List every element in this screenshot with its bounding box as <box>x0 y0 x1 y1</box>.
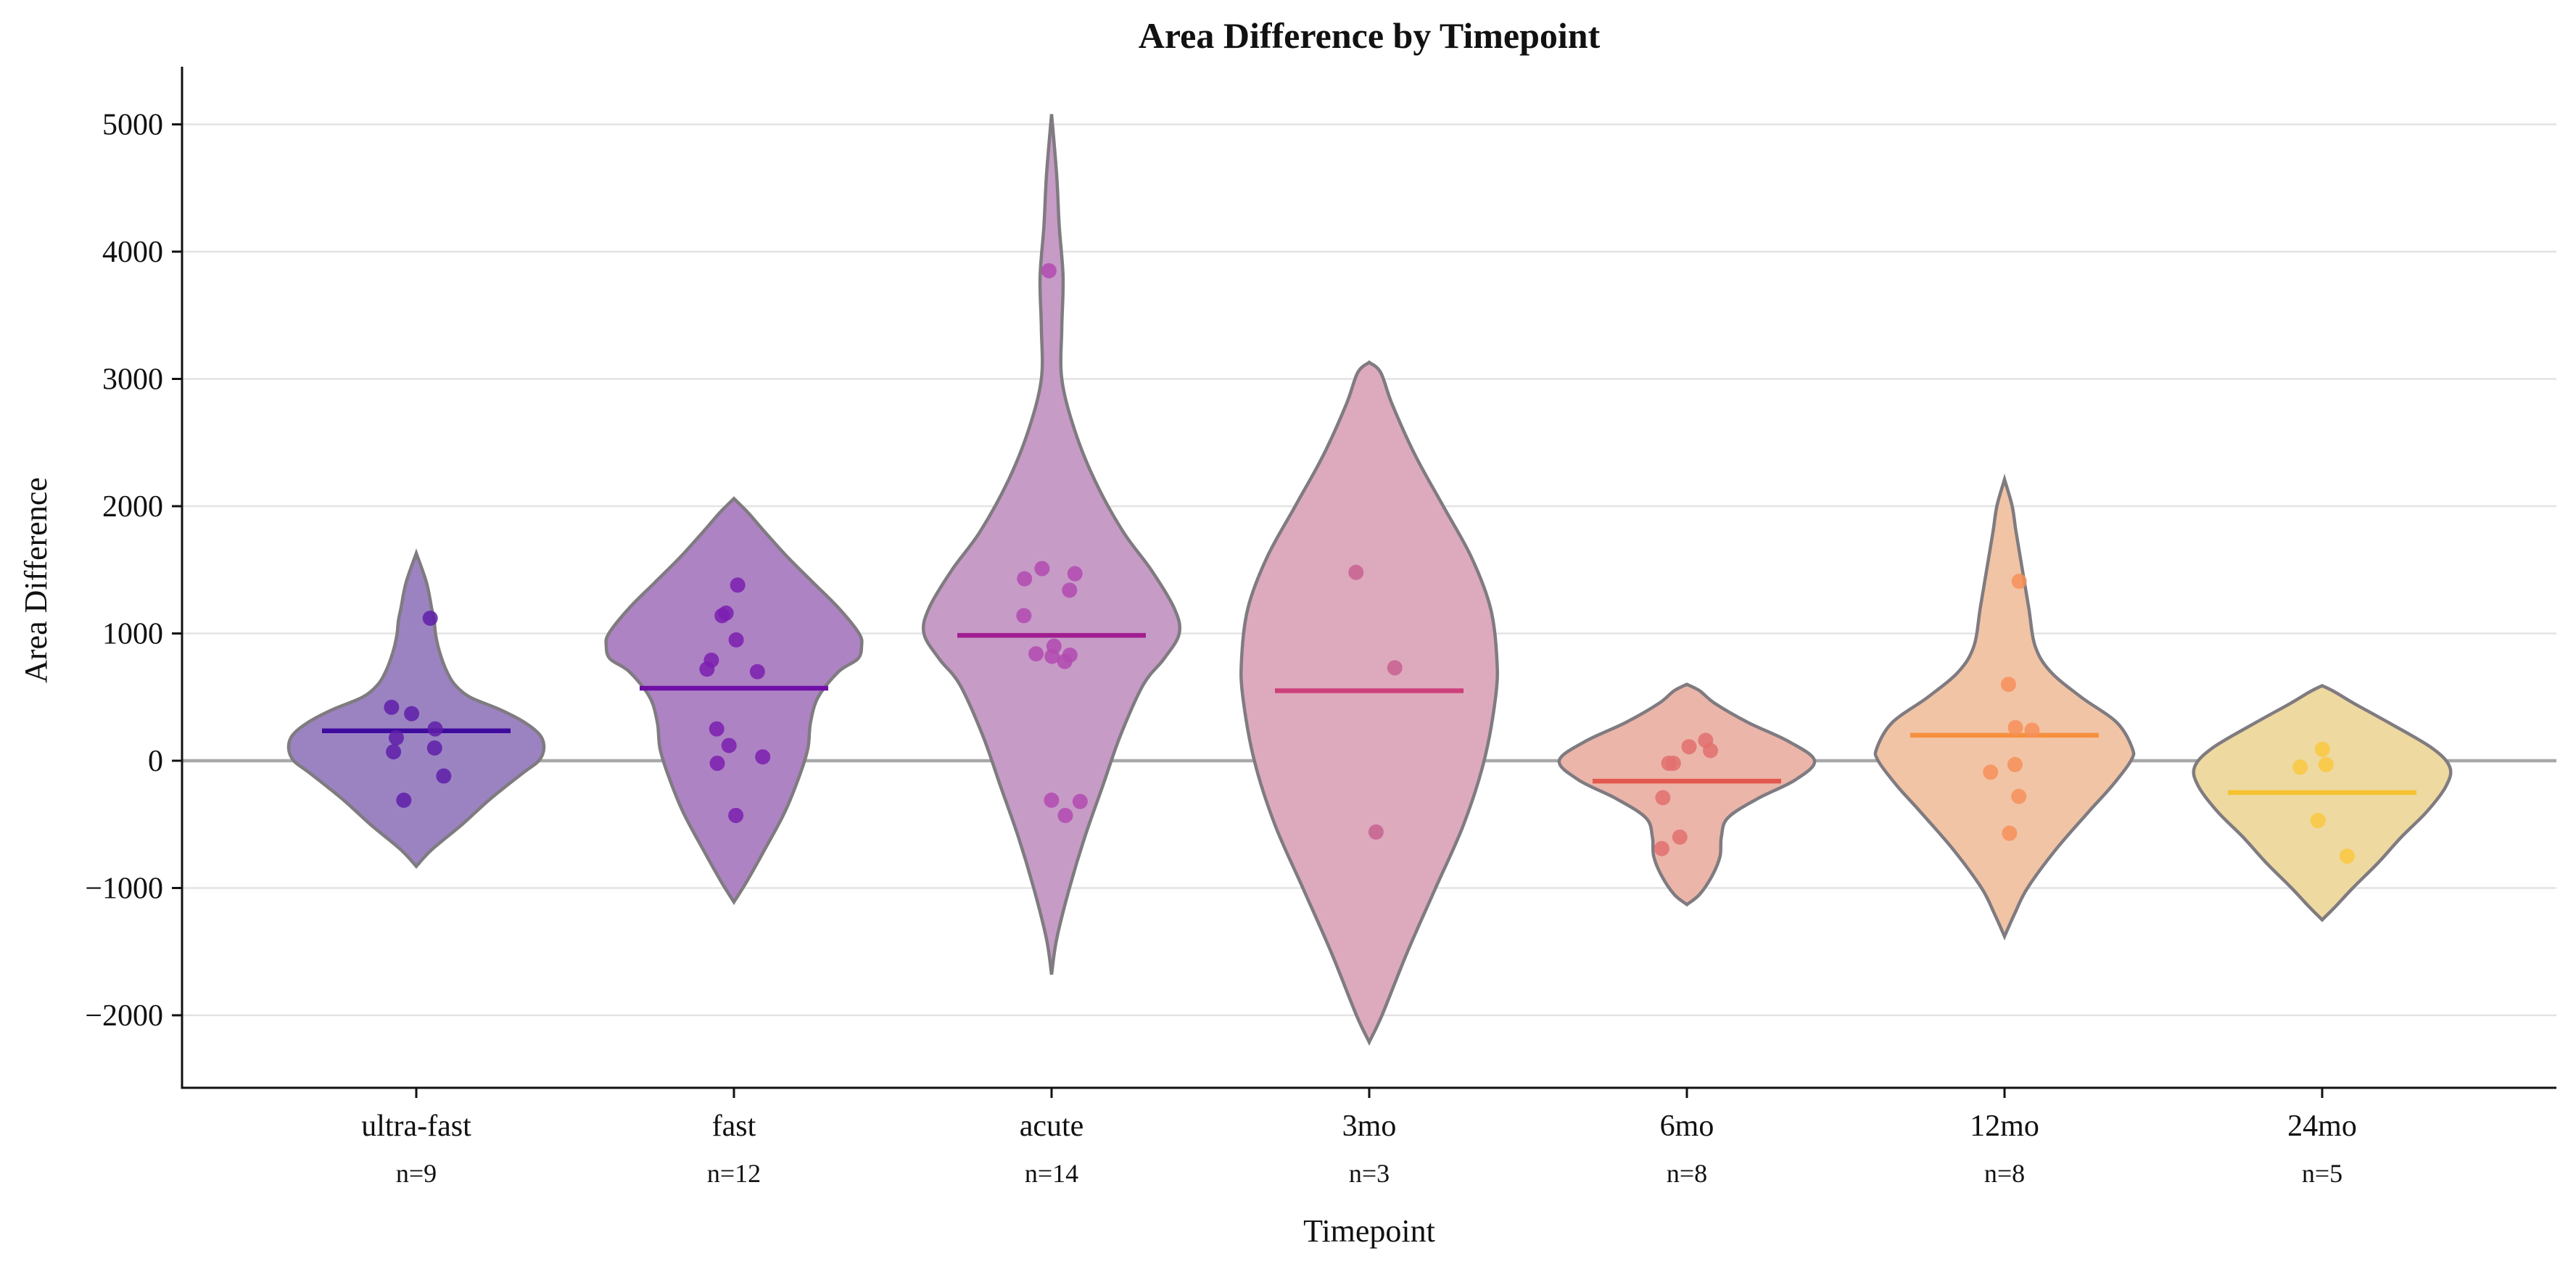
sample-size-label: n=12 <box>707 1159 761 1188</box>
violins <box>286 114 2453 1046</box>
violin-acute <box>921 114 1182 975</box>
sample-size-label: n=9 <box>396 1159 437 1188</box>
chart-title: Area Difference by Timepoint <box>1139 15 1601 56</box>
data-point-24mo <box>2318 756 2334 772</box>
data-point-12mo <box>1983 764 1999 780</box>
data-point-3mo <box>1387 660 1403 676</box>
violin-6mo <box>1557 682 1817 907</box>
data-point-acute <box>1016 608 1032 624</box>
data-point-acute <box>1067 566 1083 582</box>
sample-size-label: n=3 <box>1349 1159 1390 1188</box>
y-tick-label: 2000 <box>102 490 163 524</box>
x-tick-label: ultra-fast <box>361 1110 471 1143</box>
y-tick-label: 3000 <box>102 363 163 397</box>
y-axis-label: Area Difference <box>18 477 54 683</box>
data-point-ultra-fast <box>422 610 438 626</box>
data-point-ultra-fast <box>388 730 404 746</box>
data-point-ultra-fast <box>386 744 402 760</box>
data-point-6mo <box>1655 790 1671 806</box>
violin-12mo <box>1873 473 2136 941</box>
data-points <box>384 263 2356 864</box>
data-point-ultra-fast <box>436 768 452 784</box>
y-ticks: 5000 4000 3000 2000 1000 0 −1000 −2000 <box>85 109 182 1033</box>
data-point-6mo <box>1661 756 1677 772</box>
x-axis-label: Timepoint <box>1303 1213 1435 1249</box>
data-point-6mo <box>1672 829 1688 845</box>
x-ticks: ultra-fast n=9 fast n=12 acute n=14 3mo n=3 6mo n… <box>361 1088 2357 1188</box>
data-point-fast <box>721 738 737 753</box>
y-tick-label: 1000 <box>102 618 163 651</box>
data-point-3mo <box>1368 824 1384 840</box>
data-point-24mo <box>2292 759 2308 775</box>
x-tick-label: 3mo <box>1342 1110 1397 1143</box>
data-point-fast <box>709 756 725 772</box>
violin-fast <box>604 496 864 906</box>
x-tick-label: fast <box>712 1110 756 1143</box>
data-point-acute <box>1017 571 1033 587</box>
data-point-ultra-fast <box>426 740 442 756</box>
sample-size-label: n=14 <box>1025 1159 1078 1188</box>
data-point-fast <box>714 608 730 624</box>
data-point-fast <box>728 632 744 648</box>
data-point-ultra-fast <box>384 699 400 715</box>
median-lines <box>322 632 2416 796</box>
data-point-acute <box>1034 561 1050 577</box>
sample-size-label: n=5 <box>2302 1159 2342 1188</box>
data-point-12mo <box>2011 788 2027 804</box>
violin-3mo <box>1239 360 1499 1046</box>
data-point-acute <box>1062 582 1078 598</box>
data-point-12mo <box>2007 719 2023 735</box>
data-point-12mo <box>2002 825 2018 841</box>
data-point-acute <box>1057 653 1073 669</box>
data-point-fast <box>730 577 746 593</box>
data-point-fast <box>709 721 724 737</box>
data-point-ultra-fast <box>396 792 412 808</box>
data-point-24mo <box>2314 741 2330 757</box>
data-point-acute <box>1044 648 1060 664</box>
x-tick-label: acute <box>1020 1110 1084 1143</box>
data-point-fast <box>755 749 771 765</box>
data-point-6mo <box>1654 841 1669 856</box>
data-point-fast <box>749 664 765 680</box>
violin-24mo <box>2192 683 2453 922</box>
x-tick-label: 24mo <box>2287 1110 2357 1143</box>
data-point-6mo <box>1681 739 1697 755</box>
x-tick-label: 12mo <box>1970 1110 2039 1143</box>
data-point-12mo <box>2011 574 2027 590</box>
y-tick-label: −1000 <box>85 872 163 906</box>
data-point-fast <box>699 661 715 677</box>
data-point-acute <box>1041 263 1057 278</box>
data-point-fast <box>728 807 744 823</box>
y-tick-label: 0 <box>148 745 163 778</box>
sample-size-label: n=8 <box>1667 1159 1707 1188</box>
data-point-acute <box>1072 793 1088 809</box>
data-point-3mo <box>1348 564 1364 580</box>
x-tick-label: 6mo <box>1660 1110 1714 1143</box>
data-point-ultra-fast <box>427 721 443 737</box>
y-tick-label: −2000 <box>85 999 163 1033</box>
data-point-12mo <box>2024 722 2040 738</box>
data-point-12mo <box>2001 677 2017 693</box>
data-point-acute <box>1044 792 1060 808</box>
data-point-ultra-fast <box>404 706 420 722</box>
sample-size-label: n=8 <box>1984 1159 2025 1188</box>
data-point-24mo <box>2340 848 2356 864</box>
data-point-acute <box>1028 646 1044 662</box>
data-point-acute <box>1057 807 1073 823</box>
data-point-12mo <box>2007 756 2023 772</box>
y-tick-label: 5000 <box>102 109 163 142</box>
data-point-6mo <box>1703 743 1719 759</box>
y-tick-label: 4000 <box>102 236 163 269</box>
data-point-24mo <box>2310 812 2326 828</box>
